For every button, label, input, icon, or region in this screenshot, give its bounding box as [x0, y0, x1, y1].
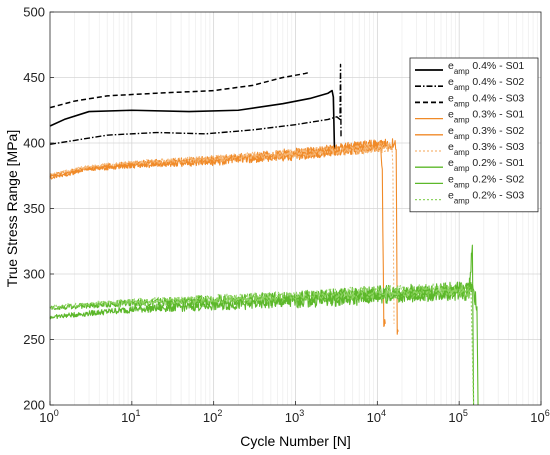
- legend-entry: eamp 0.4% - S01: [448, 60, 524, 76]
- legend-entry: eamp 0.4% - S02: [448, 76, 524, 92]
- series-line: [49, 141, 395, 324]
- y-tick-label: 200: [23, 398, 45, 413]
- x-tick-label: 102: [203, 408, 222, 425]
- axis-ticks: 100 101 102 103 104 105 106 200 250 300 350 400 450 5…: [23, 5, 549, 426]
- grid: [50, 12, 541, 405]
- x-tick-label: 105: [448, 408, 467, 425]
- series-line: [49, 244, 475, 406]
- legend-entry: eamp 0.2% - S03: [448, 190, 524, 206]
- legend-entry: eamp 0.3% - S03: [448, 141, 524, 157]
- y-tick-label: 450: [23, 70, 45, 85]
- y-tick-label: 350: [23, 201, 45, 216]
- y-tick-label: 250: [23, 332, 45, 347]
- series-group: [49, 63, 479, 406]
- y-axis-label: True Stress Range [MPa]: [4, 130, 20, 287]
- x-tick-label: 104: [367, 408, 386, 425]
- x-tick-label: 106: [530, 408, 549, 425]
- x-tick-label: 103: [285, 408, 304, 425]
- legend-entry: eamp 0.2% - S01: [448, 157, 524, 173]
- y-tick-label: 400: [23, 136, 45, 151]
- legend-entry: eamp 0.2% - S02: [448, 173, 524, 189]
- series-line: [49, 89, 336, 153]
- series-line: [49, 63, 342, 146]
- series-line: [49, 138, 399, 335]
- legend-entry: eamp 0.3% - S02: [448, 125, 524, 141]
- x-tick-label: 100: [39, 408, 58, 425]
- x-tick-label: 101: [121, 408, 140, 425]
- y-tick-label: 500: [23, 5, 45, 20]
- legend-entry: eamp 0.3% - S01: [448, 109, 524, 125]
- legend-entry: eamp 0.4% - S03: [448, 92, 524, 108]
- series-line: [49, 71, 311, 109]
- y-tick-label: 300: [23, 267, 45, 282]
- x-axis-label: Cycle Number [N]: [240, 433, 350, 449]
- series-line: [49, 283, 475, 406]
